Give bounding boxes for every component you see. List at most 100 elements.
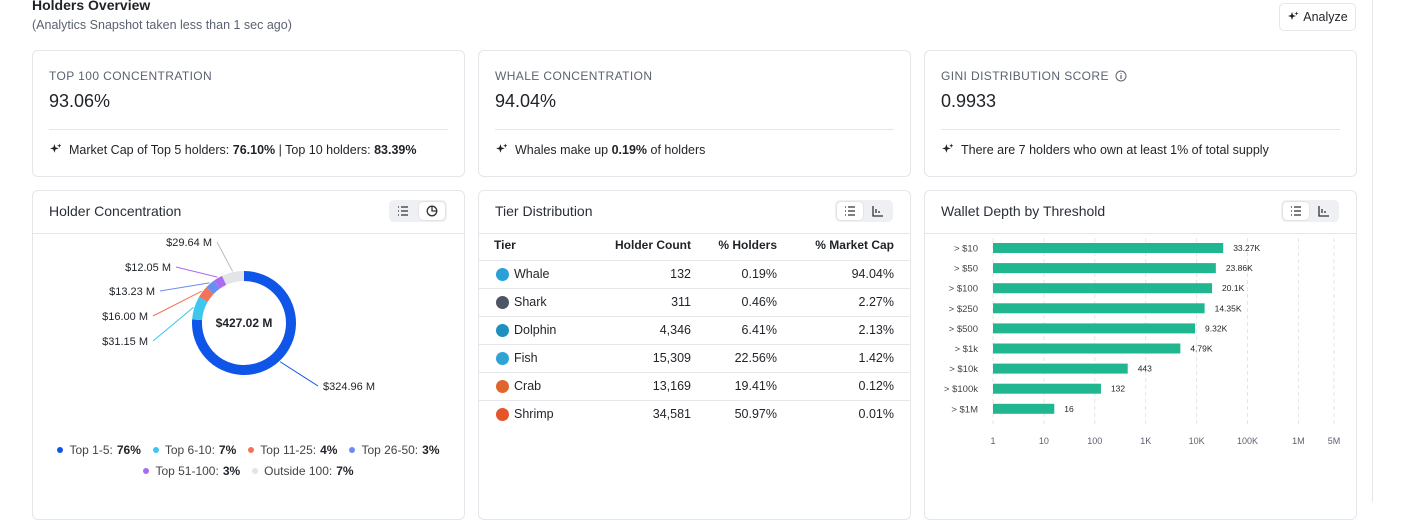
note-part: There are 7 holders who own at least 1% … bbox=[961, 143, 1269, 157]
legend-value: 3% bbox=[422, 443, 440, 457]
donut-slice bbox=[192, 271, 296, 375]
note-part: Market Cap of Top 5 holders: bbox=[69, 143, 233, 157]
bar bbox=[993, 303, 1205, 314]
x-tick-label: 10 bbox=[1039, 436, 1049, 446]
stat-label-text: WHALE CONCENTRATION bbox=[495, 69, 653, 83]
stat-value: 93.06% bbox=[49, 91, 111, 111]
info-ring bbox=[1115, 70, 1127, 82]
note-part: 83.39% bbox=[374, 143, 417, 157]
legend-item: Top 26-50: 3% bbox=[349, 443, 440, 457]
callout-line bbox=[152, 290, 202, 317]
legend-label: Top 51-100: bbox=[155, 464, 219, 478]
sparkle-icon bbox=[1288, 11, 1299, 20]
view-toggle[interactable] bbox=[389, 200, 447, 222]
legend-item: Top 1-5: 76% bbox=[57, 443, 141, 457]
row-line bbox=[478, 372, 911, 373]
view-toggle[interactable] bbox=[1281, 200, 1339, 222]
divider bbox=[479, 233, 910, 234]
donut-slice bbox=[214, 275, 227, 289]
x-tick-label: 1K bbox=[1140, 436, 1151, 446]
y-tick-label: > $500 bbox=[949, 324, 978, 335]
value-label: 14.35K bbox=[1215, 303, 1242, 313]
table-cell: 0.19% bbox=[741, 267, 777, 281]
tier-icon-shape bbox=[496, 296, 509, 309]
legend-item: Top 6-10: 7% bbox=[152, 443, 237, 457]
value-label: 4.79K bbox=[1190, 344, 1213, 354]
stat-value: 0.9933 bbox=[941, 91, 997, 111]
value-label: 443 bbox=[1138, 364, 1152, 374]
y-tick-label: > $1k bbox=[954, 344, 978, 355]
x-tick-label: 10K bbox=[1189, 436, 1205, 446]
card-title: Tier Distribution bbox=[495, 203, 593, 219]
x-tick-label: 5M bbox=[1328, 436, 1341, 446]
donut-center-label: $427.02 M bbox=[216, 316, 273, 330]
stat-label: TOP 100 CONCENTRATION bbox=[49, 69, 212, 83]
callout-label: $29.64 M bbox=[166, 237, 212, 249]
legend-value: 3% bbox=[222, 464, 241, 478]
stat-label: WHALE CONCENTRATION bbox=[495, 69, 652, 83]
table-cell: 22.56% bbox=[734, 351, 777, 365]
card-title: Wallet Depth by Threshold bbox=[941, 203, 1106, 219]
holder-concentration-card: Holder Concentration bbox=[32, 190, 465, 520]
bar bbox=[993, 343, 1181, 354]
bar bbox=[993, 243, 1224, 253]
tier-icon bbox=[496, 296, 509, 309]
value-label: 9.32K bbox=[1205, 323, 1228, 333]
stat-label-text: TOP 100 CONCENTRATION bbox=[49, 69, 213, 83]
legend-swatch bbox=[248, 447, 255, 453]
y-tick-label: > $1M bbox=[951, 404, 978, 415]
sparkle-shape bbox=[942, 143, 954, 153]
analyze-label: Analyze bbox=[1303, 10, 1348, 24]
stat-note: There are 7 holders who own at least 1% … bbox=[941, 143, 1269, 157]
note-part: 76.10% bbox=[232, 143, 276, 157]
analyze-button[interactable]: Analyze bbox=[1279, 3, 1356, 31]
stat-card: TOP 100 CONCENTRATION 93.06% Market Cap of… bbox=[32, 50, 465, 177]
tier-name: Shark bbox=[514, 295, 547, 309]
view-toggle[interactable] bbox=[835, 200, 893, 222]
callout-line bbox=[175, 266, 218, 278]
stat-label: GINI DISTRIBUTION SCORE bbox=[941, 69, 1127, 83]
table-cell: Holder Count bbox=[615, 238, 691, 252]
tier-icon bbox=[496, 352, 509, 365]
page-title: Holders Overview bbox=[32, 0, 151, 13]
charts-layer: $324.96 M $31.15 M $16.00 M $13.23 M $12.05 … bbox=[102, 237, 1341, 446]
bar bbox=[993, 263, 1216, 274]
x-tick-label: 1M bbox=[1292, 436, 1305, 446]
page-subtitle: (Analytics Snapshot taken less than 1 se… bbox=[32, 18, 292, 32]
callout-line bbox=[159, 282, 210, 292]
callout-label: $324.96 M bbox=[323, 381, 375, 393]
legend-label: Top 11-25: bbox=[260, 443, 317, 457]
legend-value: 7% bbox=[218, 443, 237, 457]
donut-slice bbox=[192, 296, 208, 321]
legend-row: Top 51-100: 3% Outside 100: 7% bbox=[32, 464, 465, 478]
bar-icon bbox=[1318, 206, 1329, 217]
divider bbox=[495, 129, 894, 130]
table-cell: % Holders bbox=[718, 238, 777, 252]
note-part: | Top 10 holders: bbox=[275, 143, 375, 157]
table-cell: 19.41% bbox=[734, 379, 777, 393]
donut-slice bbox=[206, 280, 220, 295]
table-cell: 4,346 bbox=[659, 323, 691, 337]
card-title: Holder Concentration bbox=[49, 203, 182, 219]
value-label: 20.1K bbox=[1222, 283, 1245, 293]
table-cell: 15,309 bbox=[652, 351, 691, 365]
divider bbox=[925, 233, 1356, 234]
legend-item: Outside 100: 7% bbox=[252, 464, 354, 478]
y-tick-label: > $100 bbox=[949, 284, 978, 295]
list-icon bbox=[398, 206, 408, 216]
stat-label-text: GINI DISTRIBUTION SCORE bbox=[941, 69, 1109, 83]
note-part: Whales make up bbox=[515, 143, 612, 157]
tier-icon bbox=[496, 380, 509, 393]
tier-icon bbox=[496, 324, 509, 337]
callout-line bbox=[216, 241, 233, 272]
legend-swatch bbox=[252, 468, 259, 474]
bar bbox=[993, 283, 1213, 294]
stat-card: WHALE CONCENTRATION 94.04% Whales make up … bbox=[478, 50, 911, 177]
table-cell: 13,169 bbox=[652, 379, 691, 393]
x-tick-label: 100K bbox=[1237, 436, 1258, 446]
bar-icon bbox=[872, 206, 883, 217]
legend-row: Top 1-5: 76% Top 6-10: 7% Top 11-25: 4% Top 26… bbox=[32, 443, 465, 457]
row-line bbox=[478, 344, 911, 345]
legend-label: Top 26-50: bbox=[361, 443, 419, 457]
container-border bbox=[1372, 0, 1373, 502]
